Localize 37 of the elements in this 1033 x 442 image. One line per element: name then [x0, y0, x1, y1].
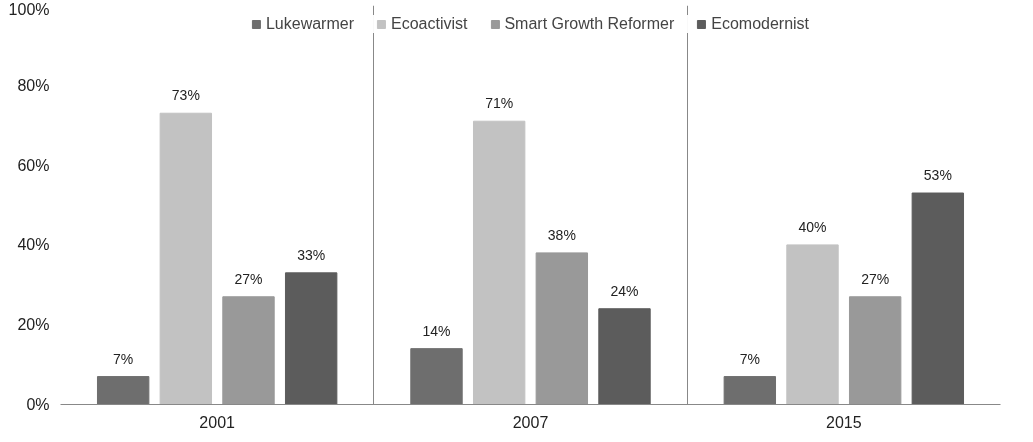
data-label: 53% — [923, 167, 952, 184]
legend-label: Ecomodernist — [711, 15, 810, 33]
x-tick-label: 2015 — [826, 413, 862, 431]
data-label: 27% — [861, 270, 890, 287]
bar — [786, 244, 839, 405]
bar — [159, 112, 213, 405]
y-tick-label: 40% — [17, 236, 50, 254]
bar — [723, 376, 777, 405]
x-tick-label: 2001 — [199, 413, 236, 431]
bar — [472, 120, 526, 405]
bar — [222, 296, 275, 405]
legend-label: Ecoactivist — [390, 15, 468, 33]
data-label: 33% — [297, 246, 326, 263]
bar — [96, 376, 150, 405]
y-tick-label: 0% — [26, 396, 50, 413]
legend-label: Lukewarmer — [265, 15, 354, 33]
bar — [410, 348, 463, 405]
bar — [911, 192, 965, 405]
data-label: 73% — [171, 87, 200, 104]
data-label: 24% — [610, 282, 639, 299]
legend-label: Smart Growth Reformer — [504, 15, 675, 33]
data-label: 27% — [234, 270, 263, 287]
x-tick-label: 2007 — [512, 413, 549, 431]
y-tick-label: 100% — [8, 0, 50, 18]
bar — [284, 272, 338, 405]
data-label: 7% — [739, 350, 760, 367]
data-label: 14% — [422, 322, 451, 339]
data-label: 71% — [485, 95, 514, 112]
data-label: 38% — [547, 226, 576, 243]
bar — [535, 252, 589, 405]
bar — [848, 296, 902, 405]
data-label: 7% — [113, 350, 134, 367]
y-tick-label: 20% — [17, 316, 50, 334]
y-tick-label: 60% — [17, 156, 50, 174]
y-tick-label: 80% — [17, 76, 50, 94]
bar — [598, 308, 651, 405]
data-label: 40% — [798, 218, 827, 235]
